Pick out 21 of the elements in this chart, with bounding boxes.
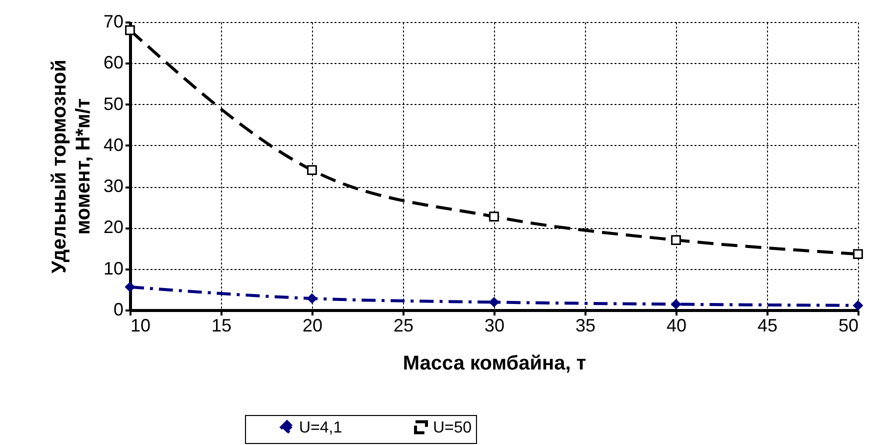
x-tick-label: 10 (130, 316, 151, 336)
x-tick-label: 40 (666, 316, 687, 336)
y-tick-label: 10 (103, 258, 124, 278)
y-axis-title: Удельный тормозной момент, Н*м/т (48, 60, 94, 274)
y-tick-label: 50 (103, 94, 124, 114)
x-tick-label: 20 (302, 316, 323, 336)
x-tick-label: 30 (484, 316, 505, 336)
legend-label: U=50 (433, 419, 472, 436)
x-tick-label: 50 (838, 316, 858, 336)
y-tick-label: 0 (113, 300, 124, 320)
x-tick-label: 35 (575, 316, 596, 336)
x-axis-title: Масса комбайна, т (402, 352, 586, 374)
x-tick-label: 45 (757, 316, 778, 336)
y-tick-label: 30 (103, 176, 124, 196)
legend-label: U=4,1 (299, 419, 342, 436)
y-tick-label: 60 (103, 52, 124, 73)
x-tick-label: 25 (393, 316, 414, 336)
y-tick-label: 40 (103, 134, 124, 155)
y-tick-label: 20 (103, 217, 124, 238)
x-tick-label: 15 (211, 316, 232, 336)
y-tick-label: 70 (103, 12, 124, 32)
